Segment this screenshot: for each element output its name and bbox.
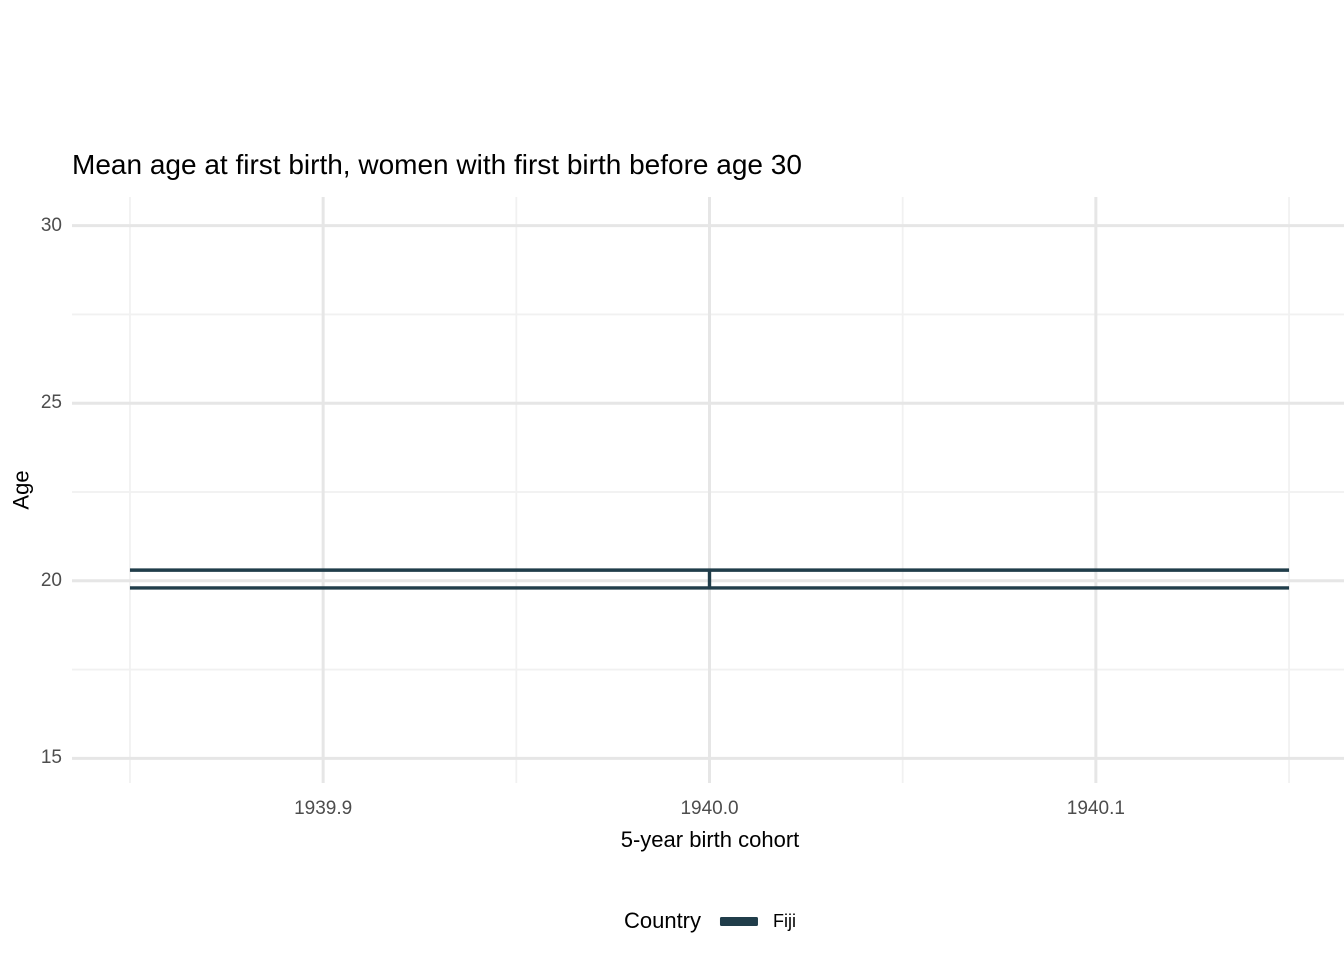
y-axis-title: Age bbox=[8, 470, 34, 510]
legend-swatch-fiji-line bbox=[720, 916, 759, 926]
legend: Country Fiji bbox=[624, 908, 796, 934]
y-tick-label: 15 bbox=[40, 747, 62, 769]
y-tick-label: 25 bbox=[40, 392, 62, 414]
x-axis-title: 5-year birth cohort bbox=[620, 827, 800, 852]
x-tick-label: 1939.9 bbox=[294, 798, 353, 819]
x-tick-label: 1940.0 bbox=[680, 798, 739, 819]
y-tick-label: 20 bbox=[40, 569, 62, 591]
y-tick-label: 30 bbox=[40, 214, 62, 236]
x-tick-label: 1940.1 bbox=[1066, 798, 1125, 819]
legend-label-fiji: Fiji bbox=[773, 910, 797, 931]
legend-title: Country bbox=[623, 908, 702, 933]
plot-title: Mean age at first birth, women with firs… bbox=[72, 149, 802, 180]
